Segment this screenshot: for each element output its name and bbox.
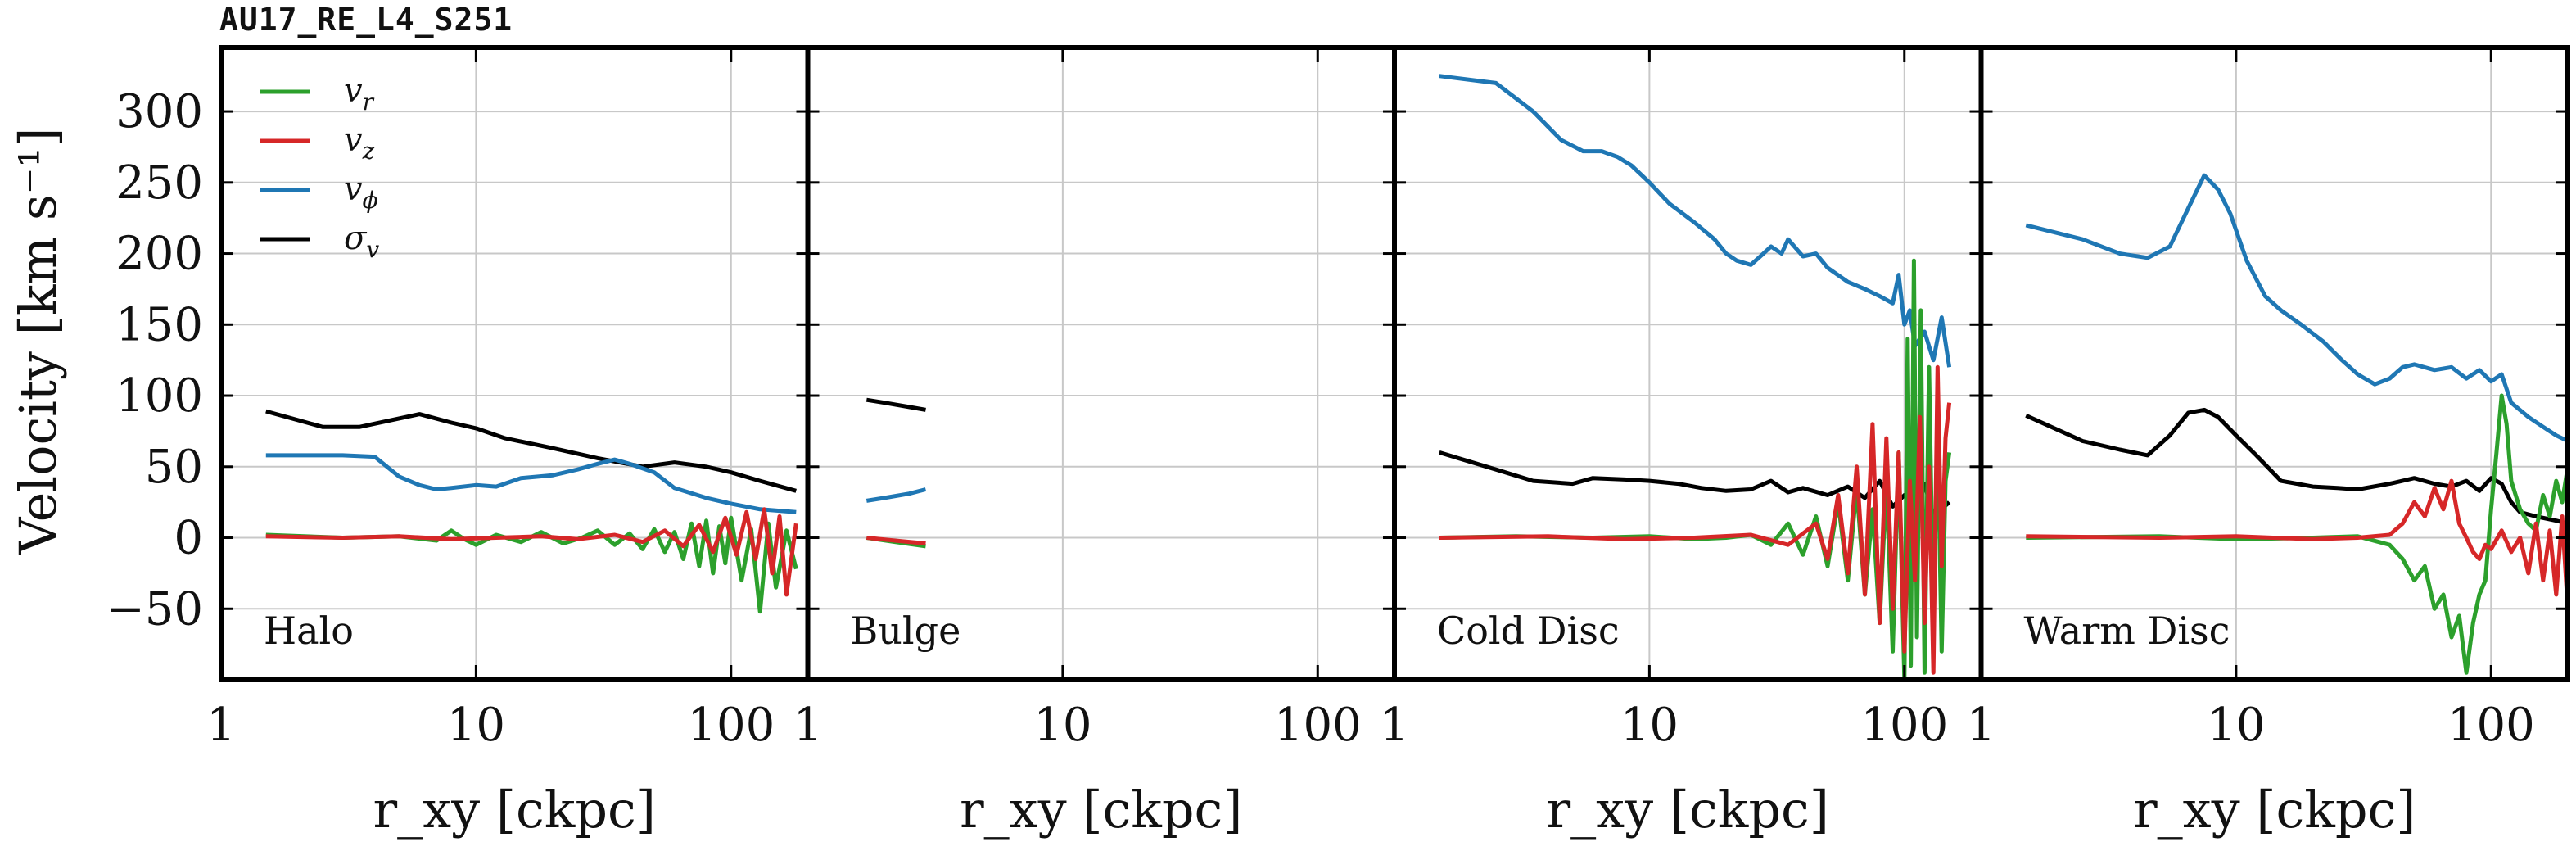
- panel-label: Warm Disc: [2024, 609, 2230, 653]
- x-tick-label: 100: [687, 699, 775, 752]
- x-axis-label: r_xy [ckpc]: [373, 780, 656, 840]
- x-tick-label: 1: [1380, 699, 1409, 752]
- x-tick-label: 10: [1620, 699, 1679, 752]
- legend-label-v-phi: vϕ: [344, 170, 378, 214]
- x-tick-label: 10: [1033, 699, 1091, 752]
- x-tick-label: 1: [793, 699, 823, 752]
- series-line-sigma-v: [2025, 407, 2568, 526]
- series-group: [1439, 74, 1952, 680]
- y-tick-label: 250: [115, 156, 203, 210]
- legend-label-v-z: vz: [344, 121, 375, 165]
- series-line-v-phi: [265, 453, 797, 514]
- panel-cold-disc: 1 10 100 r_xy [ckpc] Cold Disc: [1380, 48, 1982, 840]
- series-line-sigma-v: [265, 409, 797, 493]
- series-line-sigma-v: [865, 397, 926, 412]
- x-axis-label: r_xy [ckpc]: [2133, 780, 2416, 840]
- y-tick-label: 100: [115, 369, 203, 423]
- series-group: [865, 397, 927, 549]
- panel-frame: [1978, 45, 2570, 682]
- y-tick-label: 300: [115, 85, 203, 138]
- panel-warm-disc: 1 10 100 r_xy [ckpc] Warm Disc: [1967, 48, 2568, 840]
- panel-frame: [805, 45, 1397, 682]
- panel-bulge: 1 10 100 r_xy [ckpc] Bulge: [793, 48, 1394, 840]
- x-tick-label: 10: [447, 699, 505, 752]
- series-line-v-z: [2026, 478, 2568, 609]
- panel-label: Cold Disc: [1437, 609, 1620, 653]
- x-axis-label: r_xy [ckpc]: [1547, 780, 1829, 840]
- legend: vr vz vϕ σv: [260, 72, 379, 263]
- panel-label: Halo: [264, 609, 354, 653]
- series-line-v-z: [265, 507, 798, 597]
- series-line-v-r: [265, 515, 798, 614]
- x-axis-label: r_xy [ckpc]: [960, 780, 1242, 840]
- y-tick-label: 0: [174, 512, 203, 565]
- x-tick-label: 10: [2207, 699, 2265, 752]
- series-line-v-z: [866, 536, 926, 545]
- x-tick-label: 1: [1967, 699, 1996, 752]
- x-tick-label: 100: [2447, 699, 2535, 752]
- frame-layer: [219, 45, 2570, 682]
- y-tick-label: −50: [106, 582, 203, 636]
- y-tick-label: 200: [115, 228, 203, 281]
- y-tick-label: 150: [115, 298, 203, 351]
- series-line-v-phi: [2025, 173, 2568, 443]
- series-line-v-z: [1439, 364, 1952, 675]
- panel-label: Bulge: [851, 609, 961, 653]
- figure-title: AU17_RE_L4_S251: [219, 2, 513, 38]
- series-group: [265, 409, 798, 614]
- x-tick-label: 100: [1274, 699, 1362, 752]
- legend-label-sigma-v: σv: [344, 220, 379, 263]
- panel-halo: 1 10 100 r_xy [ckpc] Halo: [206, 48, 808, 840]
- x-tick-label: 1: [206, 699, 236, 752]
- series-line-v-phi: [865, 487, 927, 503]
- y-tick-label: 50: [145, 441, 203, 494]
- series-line-v-phi: [1439, 74, 1952, 368]
- legend-label-v-r: vr: [344, 72, 375, 115]
- x-tick-label: 100: [1860, 699, 1948, 752]
- y-axis-label: Velocity [km s⁻¹]: [8, 128, 68, 555]
- series-group: [2025, 173, 2568, 675]
